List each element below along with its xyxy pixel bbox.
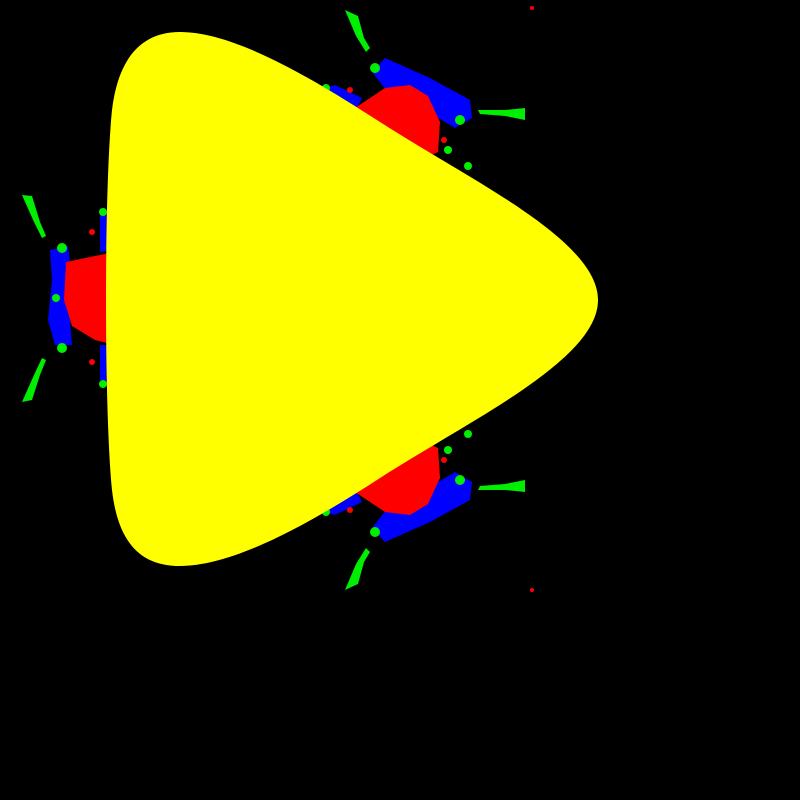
green-dot: [52, 294, 60, 302]
green-dot: [444, 446, 452, 454]
green-dot: [444, 146, 452, 154]
green-dot: [464, 430, 472, 438]
green-dot: [370, 63, 380, 73]
green-dot: [99, 380, 107, 388]
green-dot: [455, 475, 465, 485]
red-dot: [347, 507, 353, 513]
main-body: [106, 32, 598, 566]
green-spike: [345, 548, 370, 590]
green-spike: [22, 358, 46, 402]
red-dot: [89, 229, 95, 235]
green-spike: [478, 108, 525, 120]
green-dot: [57, 343, 67, 353]
red-dot: [441, 137, 447, 143]
red-dot: [89, 359, 95, 365]
red-lobe: [352, 440, 440, 515]
green-dot: [370, 527, 380, 537]
green-spike: [345, 10, 370, 52]
green-dot: [464, 162, 472, 170]
red-dot: [441, 457, 447, 463]
red-dot: [530, 6, 534, 10]
arm-bottom-right: [318, 430, 534, 592]
red-lobe: [64, 252, 115, 345]
green-dot: [455, 115, 465, 125]
green-spike: [22, 195, 46, 238]
red-dot: [347, 87, 353, 93]
green-dot: [57, 243, 67, 253]
red-lobe: [352, 85, 440, 160]
red-dot: [530, 588, 534, 592]
green-dot: [99, 208, 107, 216]
green-spike: [478, 480, 525, 492]
